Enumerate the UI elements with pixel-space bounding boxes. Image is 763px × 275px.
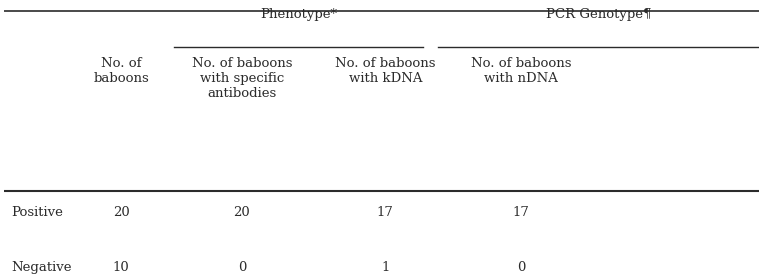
Text: No. of baboons
with kDNA: No. of baboons with kDNA bbox=[335, 57, 436, 85]
Text: No. of baboons
with nDNA: No. of baboons with nDNA bbox=[471, 57, 571, 85]
Text: Phenotype*: Phenotype* bbox=[260, 8, 337, 21]
Text: 20: 20 bbox=[113, 206, 130, 219]
Text: Negative: Negative bbox=[11, 260, 72, 274]
Text: 17: 17 bbox=[377, 206, 394, 219]
Text: 0: 0 bbox=[238, 260, 246, 274]
Text: 10: 10 bbox=[113, 260, 130, 274]
Text: 1: 1 bbox=[381, 260, 389, 274]
Text: No. of baboons
with specific
antibodies: No. of baboons with specific antibodies bbox=[192, 57, 292, 100]
Text: 20: 20 bbox=[233, 206, 250, 219]
Text: Positive: Positive bbox=[11, 206, 63, 219]
Text: PCR Genotype¶: PCR Genotype¶ bbox=[546, 8, 651, 21]
Text: 0: 0 bbox=[517, 260, 525, 274]
Text: 17: 17 bbox=[513, 206, 530, 219]
Text: No. of
baboons: No. of baboons bbox=[93, 57, 149, 85]
